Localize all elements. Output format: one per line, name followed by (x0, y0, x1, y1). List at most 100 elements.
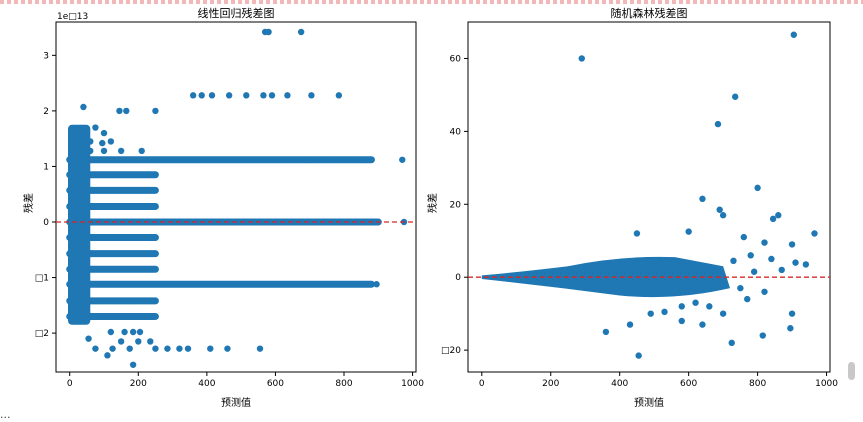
scatter-point (361, 156, 368, 163)
scatter-point (761, 239, 768, 246)
scatter-point (759, 332, 766, 339)
scatter-point (719, 212, 727, 219)
y-tick-label: 3 (43, 51, 49, 61)
y-offset-label: 1e□13 (57, 12, 88, 22)
scatter-point (107, 138, 115, 145)
scatter-point (129, 328, 137, 336)
x-tick-label: 600 (267, 379, 284, 389)
scatter-points (76, 28, 408, 368)
scatter-point (719, 310, 727, 317)
scatter-point (297, 28, 305, 36)
scatter-point (92, 124, 99, 131)
x-tick-label: 200 (542, 379, 559, 389)
scatter-point (321, 156, 329, 163)
scatter-point (126, 345, 133, 352)
top-cut-text: ‑‑ ‑ ‑‑ ‑‑ ‑‑‑‑ ‑‑ (0, 0, 210, 6)
scatter-point (123, 107, 130, 115)
scatter-point (176, 345, 183, 352)
scatter-point (189, 92, 197, 99)
scatter-point (92, 345, 99, 352)
scatter-point (740, 233, 748, 241)
scatter-point (699, 321, 706, 328)
x-tick-label: 800 (335, 379, 352, 389)
scatter-point (284, 92, 291, 99)
scatter-point (87, 138, 94, 145)
scatter-point (111, 297, 118, 305)
scatter-point (224, 345, 231, 352)
x-tick-label: 400 (611, 379, 628, 389)
x-axis-label: 预测值 (221, 396, 251, 409)
scatter-points (578, 31, 818, 359)
x-tick-label: 400 (198, 379, 215, 389)
x-tick-label: 800 (749, 379, 766, 389)
scatter-point (685, 228, 692, 235)
scatter-point (699, 195, 706, 203)
scatter-point (100, 147, 108, 155)
scatter-point (678, 303, 685, 310)
chart-title: 线性回归残差图 (198, 6, 275, 20)
scatter-point (692, 299, 699, 306)
scatter-point (661, 308, 668, 316)
scatter-point (99, 297, 106, 305)
scatter-point (706, 303, 713, 310)
scatter-point (399, 156, 406, 163)
scatter-point (225, 92, 233, 99)
x-tick-label: 600 (680, 379, 697, 389)
scatter-point (778, 266, 785, 274)
scrollbar-thumb[interactable] (848, 362, 855, 380)
scatter-point (104, 352, 111, 359)
scatter-point (728, 339, 735, 347)
scatter-point (268, 92, 276, 99)
scatter-point (769, 215, 777, 223)
scatter-point (152, 107, 159, 115)
scatter-point (138, 147, 145, 155)
scatter-point (635, 352, 642, 359)
y-axis-label: 残差 (22, 193, 35, 213)
scatter-point (129, 361, 137, 368)
scatter-point (184, 345, 192, 352)
x-tick-label: 200 (130, 379, 147, 389)
x-tick-label: 1000 (815, 379, 838, 389)
chart-title: 随机森林残差图 (611, 6, 688, 20)
scatter-point (117, 147, 125, 155)
scatter-point (788, 241, 796, 248)
scatter-point (747, 252, 754, 259)
plot-frame (467, 21, 831, 373)
y-tick-label: 40 (450, 127, 462, 137)
scatter-point (761, 288, 768, 295)
scatter-point (788, 310, 796, 317)
scatter-point (80, 103, 87, 111)
axis-ticks: 0 200 400 600 800 1000 □2 □1 0 1 2 3 (35, 51, 425, 389)
scatter-point (358, 281, 366, 288)
scatter-point (578, 55, 585, 62)
y-tick-label: □20 (441, 346, 461, 356)
scatter-point (340, 156, 348, 163)
scatter-point (678, 317, 685, 325)
scatter-point (790, 31, 797, 38)
y-tick-label: 0 (455, 273, 461, 283)
scatter-point (308, 92, 315, 99)
y-tick-label: 2 (43, 107, 49, 117)
scatter-point (147, 338, 154, 345)
axis-ticks: 0 200 400 600 800 1000 □20 0 20 40 60 (441, 54, 838, 389)
x-tick-label: 1000 (401, 379, 424, 389)
scatter-point (633, 230, 641, 237)
scatter-point (714, 120, 722, 128)
scatter-point (135, 338, 142, 345)
x-axis-label: 预测值 (634, 396, 664, 409)
linear-regression-residual-chart: 线性回归残差图 预测值 残差 1e□13 0 200 400 600 800 1000 □2… (22, 6, 424, 409)
scatter-point (602, 328, 610, 336)
y-tick-label: □2 (35, 329, 49, 339)
scatter-point (164, 345, 171, 352)
x-tick-label: 0 (67, 379, 73, 389)
scatter-point (121, 328, 128, 336)
scatter-point (811, 230, 818, 237)
scatter-point (76, 132, 84, 140)
scatter-point (744, 295, 751, 303)
scatter-point (730, 257, 737, 265)
scatter-point (256, 345, 264, 352)
scatter-point (647, 310, 654, 317)
scatter-point (207, 345, 214, 352)
scatter-point (775, 212, 782, 219)
residual-bands (66, 124, 382, 325)
